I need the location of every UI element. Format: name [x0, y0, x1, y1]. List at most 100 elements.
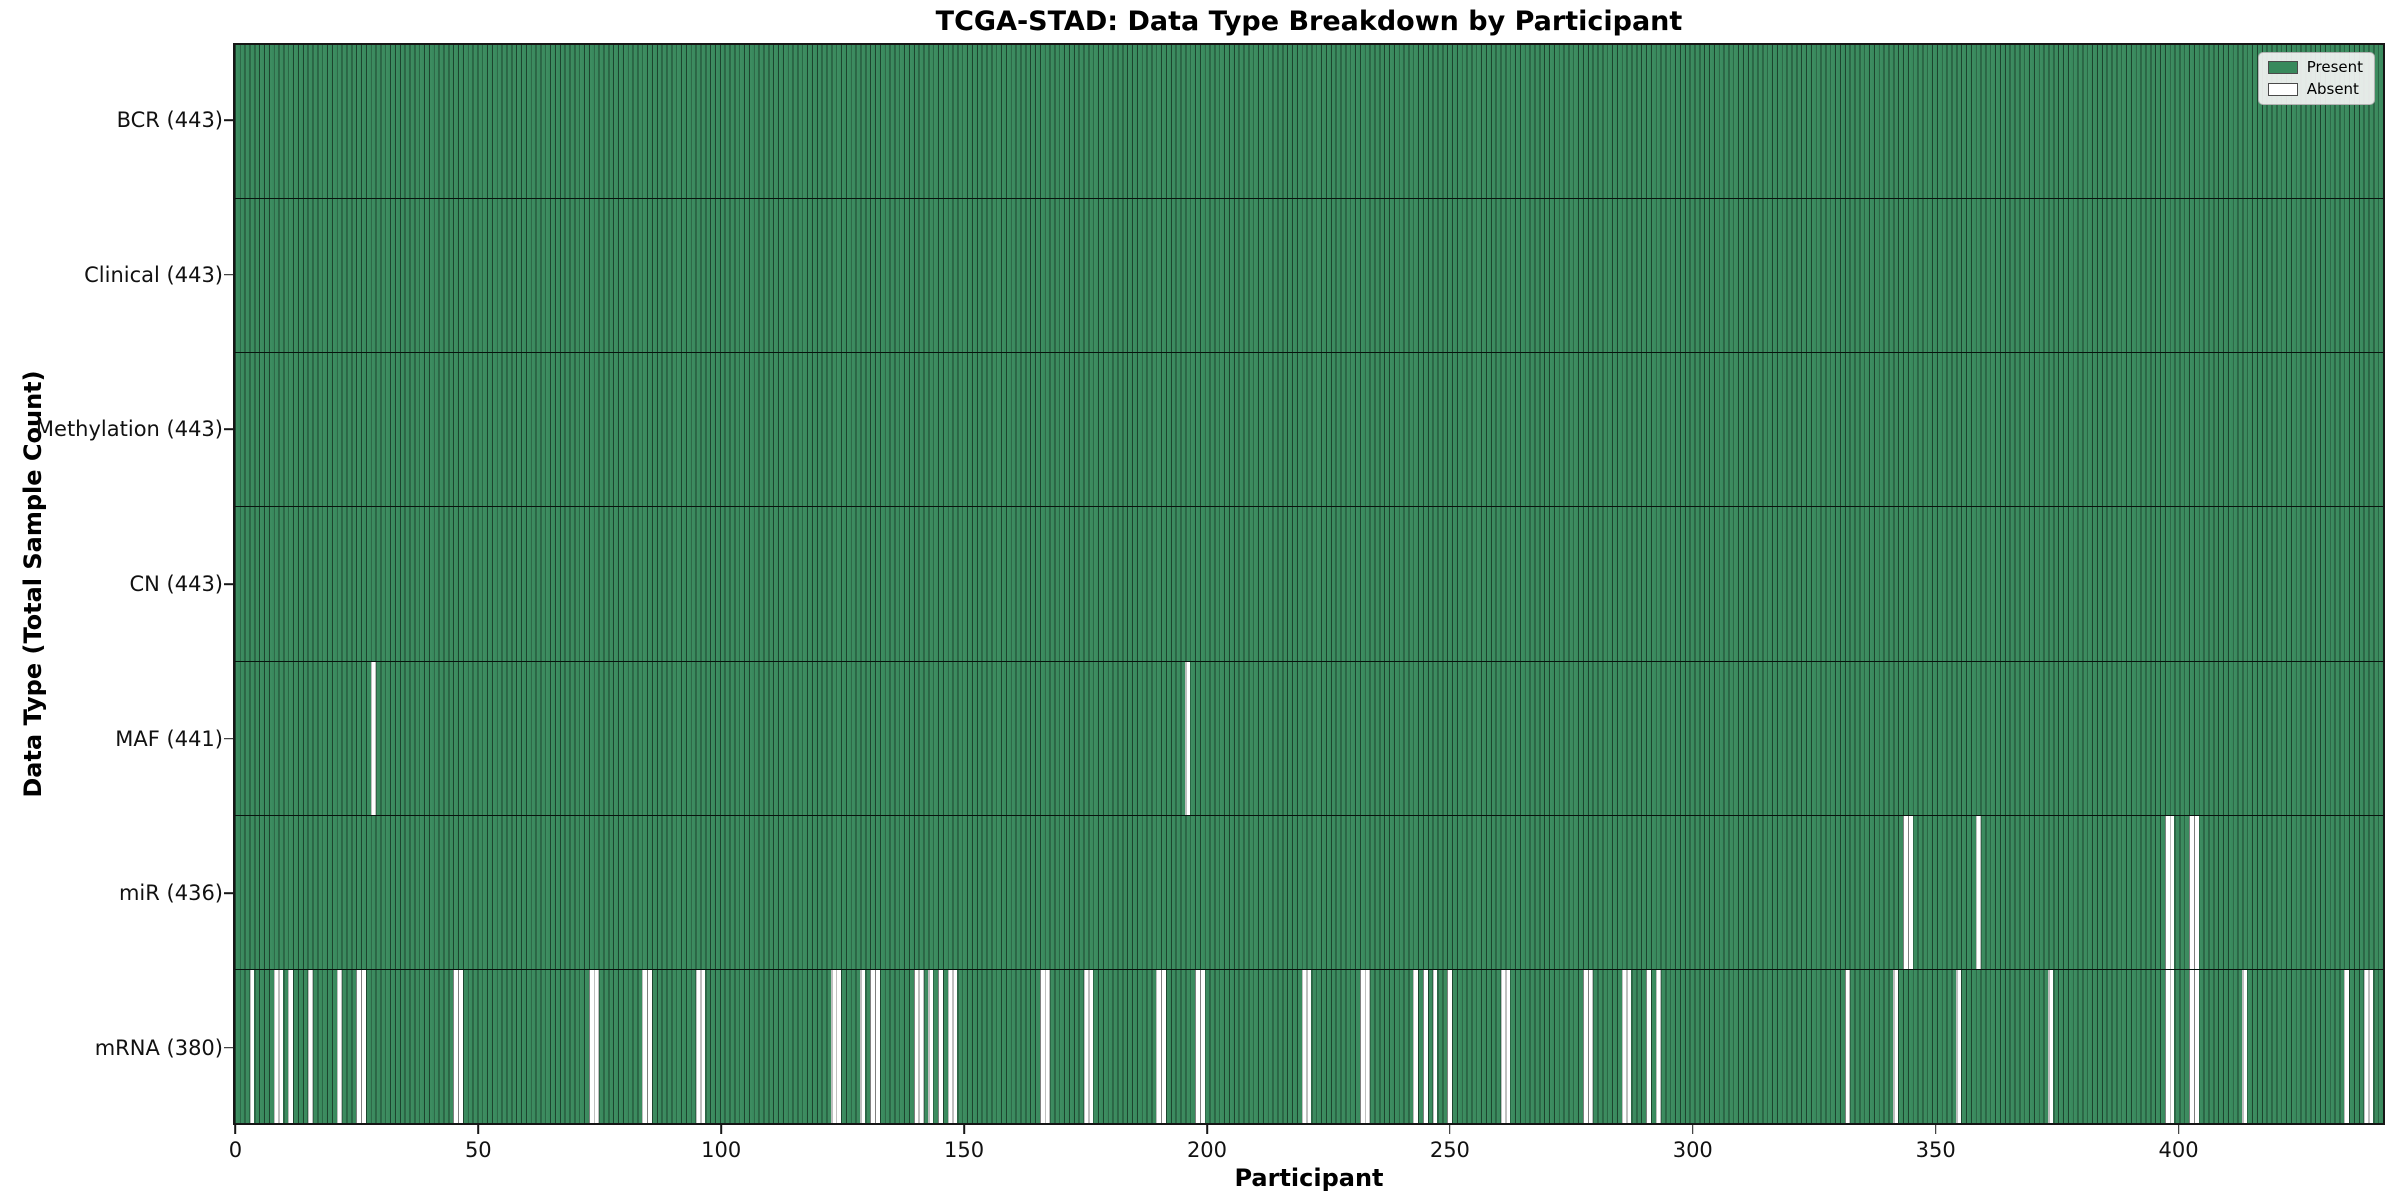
absent-bar: [1655, 969, 1661, 1123]
x-tick-label-200: 200: [1186, 1138, 1228, 1162]
absent-bar: [273, 969, 279, 1123]
absent-bar: [2368, 969, 2374, 1123]
absent-bar: [1587, 969, 1593, 1123]
y-tick-label-Methylation: Methylation (443): [35, 417, 223, 442]
absent-bar: [695, 969, 701, 1123]
absent-bar: [1975, 815, 1981, 969]
absent-bar: [1500, 969, 1506, 1123]
row-miR: [235, 814, 2383, 969]
absent-bar: [370, 661, 376, 815]
x-tick-mark: [2177, 1125, 2180, 1134]
y-tick-label-BCR: BCR (443): [116, 108, 223, 133]
absent-color-swatch: [2267, 83, 2298, 96]
absent-bar: [2169, 969, 2175, 1123]
plot-area: Present Absent: [233, 43, 2385, 1125]
x-tick-label-300: 300: [1672, 1138, 1713, 1162]
absent-bar: [1044, 969, 1050, 1123]
absent-bar: [593, 969, 599, 1123]
absent-bar: [1626, 969, 1632, 1123]
y-tick-mark: [224, 892, 233, 894]
x-tick-mark: [720, 1125, 722, 1134]
y-tick-label-MAF: MAF (441): [115, 726, 223, 751]
row-BCR: [235, 45, 2383, 199]
x-tick-mark: [1449, 1125, 1451, 1134]
absent-bar: [1902, 815, 1908, 969]
absent-bar: [2189, 969, 2194, 1123]
absent-bar: [1306, 969, 1312, 1123]
absent-bar: [356, 969, 362, 1123]
absent-bar: [870, 969, 876, 1123]
absent-bar: [2048, 969, 2054, 1123]
absent-bar: [588, 969, 594, 1123]
absent-bar: [2363, 969, 2369, 1123]
x-tick-label-0: 0: [228, 1138, 243, 1162]
row-CN: [235, 506, 2383, 661]
legend-label-absent: Absent: [2306, 80, 2359, 98]
absent-bar: [875, 969, 880, 1123]
x-tick-mark: [1206, 1125, 1208, 1134]
absent-bar: [1621, 969, 1627, 1123]
x-tick-label-250: 250: [1429, 1138, 1470, 1162]
absent-bar: [647, 969, 652, 1123]
absent-bar: [307, 969, 313, 1123]
absent-bar: [288, 969, 294, 1123]
y-tick-label-Clinical: Clinical (443): [84, 262, 223, 287]
absent-bar: [2169, 815, 2175, 969]
absent-bar: [361, 969, 366, 1123]
y-tick-label-miR: miR (436): [118, 881, 223, 906]
y-tick-mark: [224, 737, 233, 740]
absent-bar: [1301, 969, 1307, 1123]
absent-bar: [928, 969, 934, 1123]
absent-bar: [913, 969, 919, 1123]
absent-bar: [1195, 969, 1200, 1123]
absent-bar: [1039, 969, 1045, 1123]
x-tick-label-100: 100: [701, 1138, 742, 1162]
x-tick-label-350: 350: [1915, 1138, 1956, 1162]
present-color-swatch: [2267, 61, 2298, 74]
absent-bar: [1907, 815, 1913, 969]
absent-bar: [700, 969, 706, 1123]
y-tick-mark: [224, 583, 233, 585]
absent-bar: [1645, 969, 1651, 1123]
absent-bar: [1364, 969, 1370, 1123]
absent-bar: [2193, 969, 2199, 1123]
absent-bar: [1185, 661, 1191, 815]
absent-bar: [249, 969, 255, 1123]
absent-bar: [1447, 969, 1453, 1123]
absent-bar: [2164, 969, 2170, 1123]
absent-bar: [1422, 969, 1428, 1123]
absent-bar: [1844, 969, 1850, 1123]
absent-bar: [1161, 969, 1166, 1123]
absent-bar: [1413, 969, 1419, 1123]
absent-bar: [918, 969, 924, 1123]
y-tick-mark: [224, 274, 233, 276]
x-tick-mark: [1934, 1125, 1937, 1134]
y-tick-label-CN: CN (443): [129, 572, 223, 596]
absent-bar: [458, 969, 463, 1123]
absent-bar: [1893, 969, 1899, 1123]
absent-bar: [2189, 815, 2194, 969]
row-Methylation: [235, 352, 2383, 507]
y-tick-label-mRNA: mRNA (380): [94, 1035, 223, 1060]
x-tick-mark: [1691, 1125, 1694, 1134]
absent-bar: [1359, 969, 1365, 1123]
absent-bar: [1083, 969, 1089, 1123]
absent-bar: [1505, 969, 1511, 1123]
row-mRNA: [235, 968, 2383, 1123]
absent-bar: [1956, 969, 1962, 1123]
absent-bar: [2164, 815, 2170, 969]
row-Clinical: [235, 198, 2383, 353]
y-tick-mark: [224, 1046, 233, 1049]
absent-bar: [952, 969, 958, 1123]
absent-bar: [1088, 969, 1094, 1123]
absent-bar: [2344, 969, 2350, 1123]
legend-entry-present: Present: [2267, 58, 2363, 76]
absent-bar: [453, 969, 459, 1123]
legend-label-present: Present: [2306, 58, 2363, 76]
absent-bar: [938, 969, 943, 1123]
x-tick-mark: [963, 1125, 965, 1134]
absent-bar: [836, 969, 842, 1123]
absent-bar: [642, 969, 648, 1123]
row-MAF: [235, 660, 2383, 815]
absent-bar: [947, 969, 953, 1123]
